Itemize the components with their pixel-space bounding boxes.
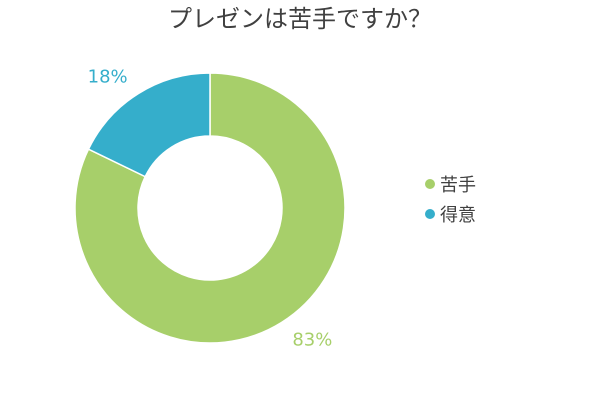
slice-labels: 83% 18% — [88, 67, 333, 351]
donut-slice-0 — [74, 72, 346, 344]
chart-title: プレゼンは苦手ですか？ — [168, 5, 432, 33]
donut-slices — [74, 72, 346, 344]
slice-label-0: 83% — [292, 329, 332, 350]
slice-label-1: 18% — [88, 67, 128, 88]
donut-slice-1 — [87, 72, 211, 178]
legend-marker-0 — [425, 179, 435, 189]
legend-marker-1 — [425, 209, 435, 219]
legend-label-1: 得意 — [440, 205, 476, 226]
legend-label-0: 苦手 — [440, 175, 476, 196]
